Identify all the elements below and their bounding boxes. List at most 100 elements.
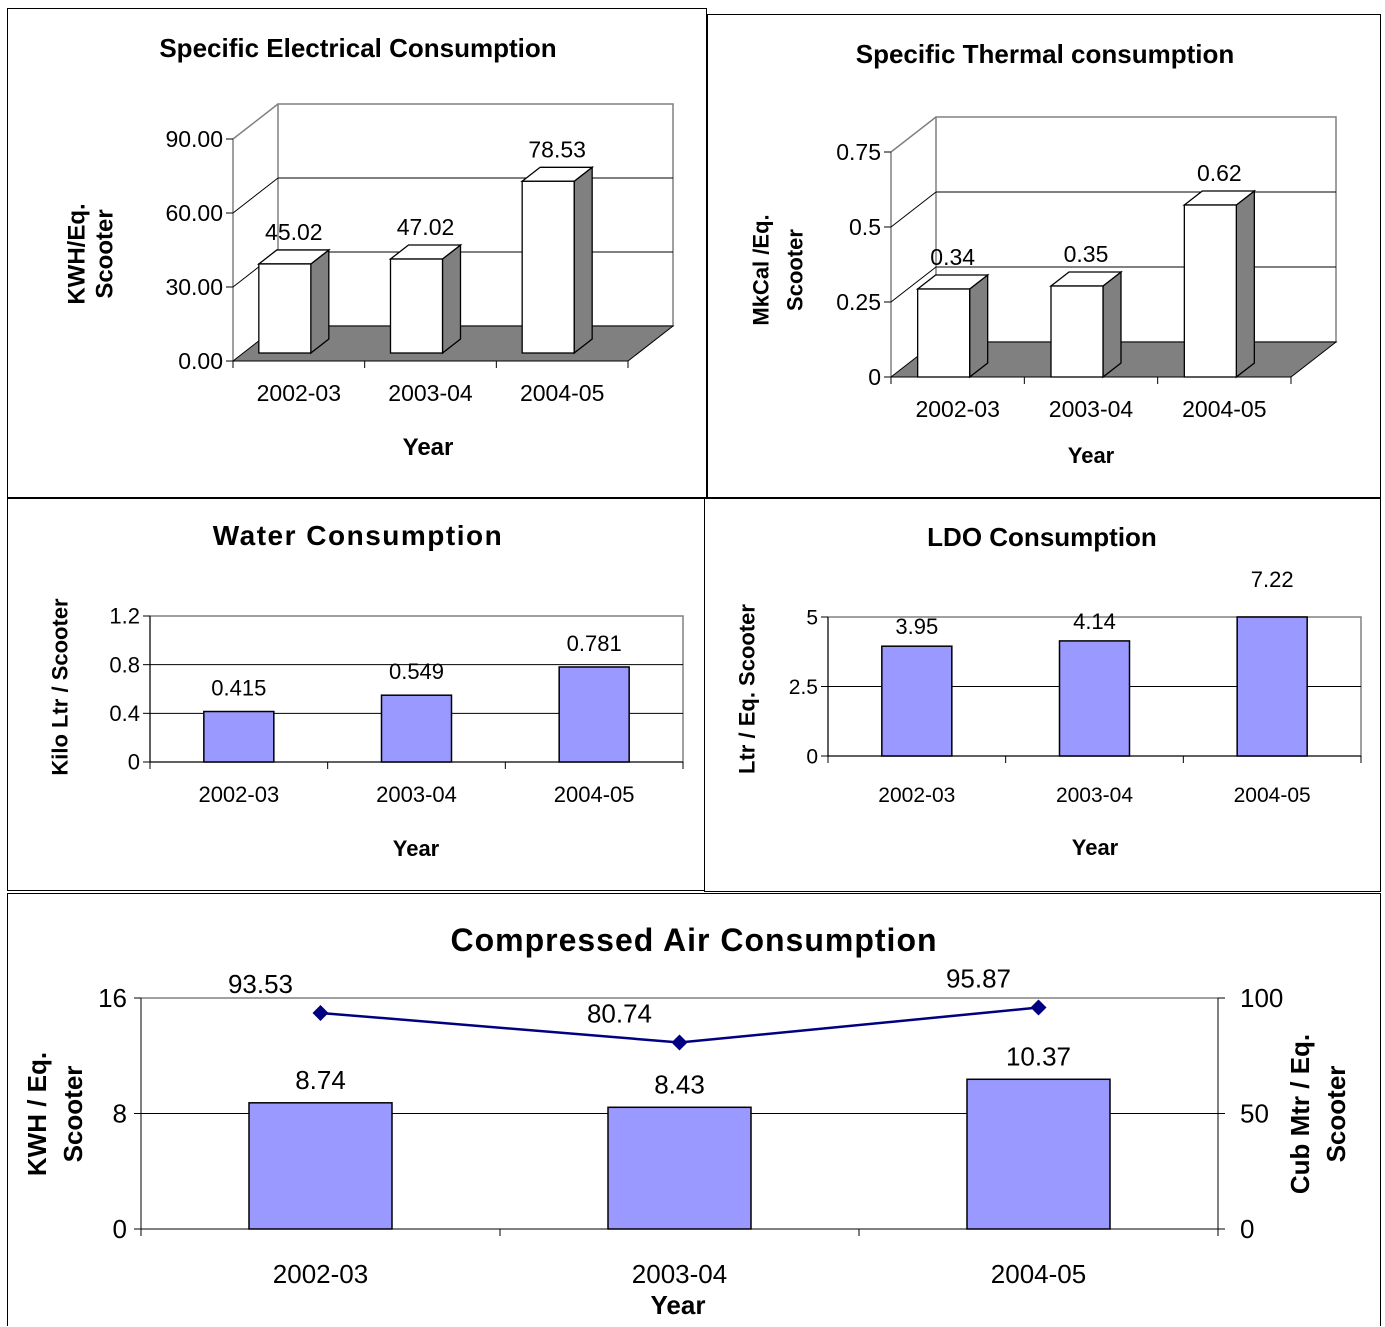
bar [966,1078,1111,1230]
x-tick-label: 2003-04 [376,782,457,807]
chart-title: Specific Electrical Consumption [159,33,556,63]
x-tick-label: 2002-03 [198,782,279,807]
x-tick-label: 2004-05 [991,1259,1086,1289]
y-tick-label: 0 [868,364,881,390]
y2-tick-label: 50 [1240,1099,1269,1129]
y-tick-label: 0.25 [836,289,881,315]
gridline-side [232,177,279,214]
x-tick-label: 2004-05 [1234,784,1311,807]
back-wall [277,103,674,327]
back-wall [935,116,1337,343]
y-tick-label: 0.8 [109,652,140,677]
bar [1058,640,1131,757]
y-tick-label: 60.00 [165,200,223,226]
data-label: 0.781 [567,631,622,656]
x-tick-label: 2003-04 [1049,396,1134,422]
chart-title: Specific Thermal consumption [856,39,1235,69]
y-tick-label: 16 [98,983,127,1013]
chart-title: LDO Consumption [927,522,1157,552]
bar [917,288,971,378]
x-tick-label: 2004-05 [1182,396,1266,422]
y2-tick-label: 0 [1240,1214,1254,1244]
chart-panel-ldo: LDO Consumption 0 2.5 5 3.95 2002-03 4.14 2003-… [704,498,1381,892]
y-tick-label: 0.4 [109,701,140,726]
side-wall-top-edge [890,116,937,153]
x-tick-label: 2002-03 [257,380,341,406]
y-tick-label: 0.00 [178,348,223,374]
data-label: 3.95 [895,614,938,639]
y-axis-title: KWH/Eq.Scooter [63,203,118,304]
data-label: 78.53 [528,136,586,162]
bar-side [573,165,593,355]
side-wall-top-edge [232,103,279,140]
x-tick-label: 2004-05 [554,782,635,807]
bar [380,694,453,763]
bar [607,1106,752,1230]
y-axis-title: Ltr / Eq. Scooter [735,604,760,774]
y-tick-label: 5 [806,606,818,629]
x-tick-label: 2004-05 [520,380,604,406]
y2-axis-title: Cub Mtr / Eq. Scooter [1285,1034,1351,1194]
chart-panel-electrical: Specific Electrical Consumption 0.00 30.00… [7,8,707,498]
chart-title: Water Consumption [213,520,503,551]
bar [521,180,575,354]
line-data-label: 80.74 [587,998,652,1028]
chart-title: Compressed Air Consumption [450,922,937,958]
bar [248,1102,393,1230]
y-tick-label: 2.5 [789,676,818,699]
ldo-chart: LDO Consumption 0 2.5 5 3.95 2002-03 4.14 2003-… [735,522,1362,860]
x-tick-label: 2003-04 [632,1259,727,1289]
y2-tick-label: 100 [1240,983,1283,1013]
data-label: 0.549 [389,659,444,684]
bar [258,263,312,354]
electrical-chart: Specific Electrical Consumption 0.00 30.00… [63,33,675,461]
bar [389,258,444,354]
x-axis-title: Year [403,434,454,461]
x-tick-label: 2002-03 [915,396,999,422]
y-tick-label: 0 [806,745,818,768]
thermal-chart: Specific Thermal consumption 0 0.25 0.5 0.75… [749,39,1338,468]
x-axis-title: Year [393,836,440,861]
gridline-side [890,266,937,303]
compressed-air-chart: Compressed Air Consumption 0 8 16 0 50 100 8.74… [22,922,1351,1320]
line-data-label: 95.87 [946,964,1011,994]
bar [1236,616,1308,757]
y-tick-label: 0 [113,1214,127,1244]
data-label: 47.02 [397,214,455,240]
y-axis-title: Kilo Ltr / Scooter [48,598,73,776]
bar [1050,285,1104,378]
x-axis-title: Year [651,1290,706,1320]
bar-side [1102,270,1122,379]
chart-panel-water: Water Consumption 0 0.4 0.8 1.2 0.415 2002-03 0… [7,498,707,891]
data-label: 0.415 [211,676,266,701]
bar-side [441,243,462,355]
data-label: 0.62 [1197,160,1242,186]
y-tick-label: 0.75 [836,139,881,165]
y-tick-label: 90.00 [165,126,223,152]
data-label: 4.14 [1073,609,1116,634]
gridline-side [890,191,937,228]
bar [558,666,630,763]
x-axis-title: Year [1072,835,1119,860]
line-point [1030,999,1047,1016]
x-tick-label: 2002-03 [273,1259,368,1289]
chart-panel-thermal: Specific Thermal consumption 0 0.25 0.5 0.75… [707,14,1381,498]
y-axis-title: KWH / Eq. Scooter [22,1052,88,1176]
data-label: 45.02 [265,219,323,245]
bar [1183,204,1237,378]
data-label: 0.35 [1064,241,1109,267]
data-label: 0.34 [930,244,975,270]
line-point [671,1034,688,1051]
data-label: 8.74 [295,1065,346,1095]
x-axis-title: Year [1068,443,1115,468]
chart-panel-compressed-air: Compressed Air Consumption 0 8 16 0 50 100 8.74… [7,893,1381,1326]
bar [881,645,953,757]
y-tick-label: 1.2 [109,604,140,629]
bar-side [969,273,989,379]
y-tick-label: 0 [128,750,140,775]
bar-side [1235,189,1255,379]
x-tick-label: 2002-03 [878,784,955,807]
data-label: 10.37 [1006,1041,1071,1071]
data-label: 8.43 [654,1069,705,1099]
y-tick-label: 30.00 [165,274,223,300]
